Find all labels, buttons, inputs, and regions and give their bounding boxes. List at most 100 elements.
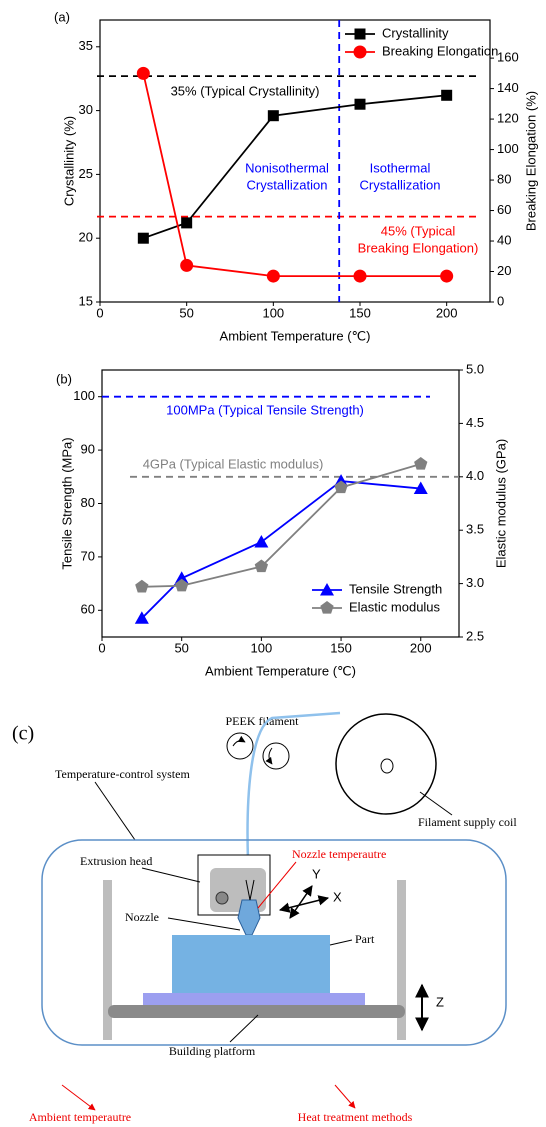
marker <box>254 559 269 573</box>
roller <box>226 732 254 760</box>
marker <box>353 269 367 283</box>
roller-arrow <box>265 747 273 765</box>
annotation: 45% (Typical <box>381 223 456 238</box>
x-axis-title: Ambient Temperature (℃) <box>220 328 371 343</box>
marker <box>267 110 279 122</box>
x-axis-title: Ambient Temperature (℃) <box>205 663 356 678</box>
legend-label: Breaking Elongation <box>382 43 498 58</box>
y2-tick-label: 2.5 <box>466 628 484 643</box>
y-tick-label: 100 <box>73 388 95 403</box>
y2-tick-label: 5.0 <box>466 361 484 376</box>
roller <box>262 742 290 770</box>
y2-tick-label: 80 <box>497 171 511 186</box>
panel-label: (a) <box>54 9 70 24</box>
y2-axis-title: Elastic modulus (GPa) <box>493 439 508 568</box>
marker <box>441 89 453 101</box>
marker <box>413 481 428 495</box>
y2-tick-label: 120 <box>497 111 519 126</box>
annotation: Crystallization <box>247 177 328 192</box>
y2-tick-label: 0 <box>497 293 504 308</box>
nozzle <box>237 899 261 936</box>
legend-label: Crystallinity <box>382 25 449 40</box>
annotation: Breaking Elongation) <box>358 240 479 255</box>
y-tick-label: 20 <box>79 230 93 245</box>
roller-arrow <box>232 735 246 747</box>
y2-tick-label: 3.5 <box>466 522 484 537</box>
marker <box>334 480 348 494</box>
series-line <box>141 480 421 619</box>
legend-label: Elastic modulus <box>349 599 441 614</box>
axis-y-arrow <box>289 885 313 919</box>
marker <box>266 269 280 283</box>
annotation: Nonisothermal <box>245 160 329 175</box>
legend-marker <box>354 28 366 40</box>
annotation: 35% (Typical Crystallinity) <box>171 83 320 98</box>
leader <box>257 861 297 909</box>
label: Heat treatment methods <box>298 1110 413 1124</box>
x-tick-label: 0 <box>98 640 105 655</box>
label: Nozzle <box>125 910 159 924</box>
annotation: Crystallization <box>360 177 441 192</box>
plot-frame <box>99 19 491 303</box>
label: Filament supply coil <box>418 815 517 829</box>
chart: (b) 0 50 100 150 200 60 70 80 90 100 2.5 3.0 3.5 4.0 4.… <box>56 361 508 678</box>
platform-top <box>143 993 365 1005</box>
label: Part <box>355 932 375 946</box>
marker <box>180 258 194 272</box>
y-tick-label: 30 <box>79 102 93 117</box>
chamber <box>41 839 507 1046</box>
annotation: Isothermal <box>370 160 431 175</box>
leader <box>94 781 136 841</box>
post <box>103 880 112 1040</box>
marker <box>175 578 189 592</box>
legend-marker <box>320 583 334 596</box>
sensor <box>215 891 229 905</box>
x-tick-label: 50 <box>179 305 193 320</box>
y2-tick-label: 4.0 <box>466 468 484 483</box>
leader <box>141 867 201 883</box>
leader <box>419 791 453 816</box>
label: Z <box>436 994 444 1009</box>
marker <box>414 456 428 470</box>
marker <box>254 534 269 548</box>
label: Extrusion head <box>80 854 152 868</box>
y-tick-label: 70 <box>81 548 95 563</box>
marker <box>135 579 149 593</box>
filament-guide <box>249 879 255 901</box>
y-tick-label: 25 <box>79 166 93 181</box>
y2-axis-title: Breaking Elongation (%) <box>523 91 538 231</box>
marker <box>354 98 366 110</box>
coil-hub <box>380 758 394 774</box>
legend-marker <box>353 45 367 59</box>
marker <box>136 66 150 80</box>
marker <box>174 571 189 584</box>
x-tick-label: 200 <box>410 640 432 655</box>
legend-label: Tensile Strength <box>349 581 442 596</box>
marker <box>181 217 193 229</box>
label: Ambient temperautre <box>29 1110 131 1124</box>
chart: (a) 0 50 100 150 200 15 20 25 30 35 0 20 40 60 80 100 120… <box>54 9 538 343</box>
y2-tick-label: 140 <box>497 80 519 95</box>
diagram: (c) PEEK filament Filament supply coil T… <box>12 711 517 1124</box>
y2-tick-label: 60 <box>497 202 511 217</box>
label: X <box>333 889 342 904</box>
x-tick-label: 150 <box>349 305 371 320</box>
panel-label: (b) <box>56 371 72 386</box>
label: Nozzle temperautre <box>292 847 386 861</box>
y2-tick-label: 100 <box>497 141 519 156</box>
x-tick-label: 200 <box>436 305 458 320</box>
platform <box>108 1005 405 1018</box>
y-tick-label: 35 <box>79 38 93 53</box>
y2-tick-label: 160 <box>497 50 519 65</box>
label: Building platform <box>169 1044 256 1058</box>
y-tick-label: 15 <box>79 293 93 308</box>
y2-tick-label: 40 <box>497 232 511 247</box>
x-tick-label: 0 <box>96 305 103 320</box>
y-tick-label: 90 <box>81 442 95 457</box>
marker <box>440 269 454 283</box>
post <box>397 880 406 1040</box>
series-line <box>141 463 422 588</box>
y-tick-label: 60 <box>81 602 95 617</box>
y2-tick-label: 3.0 <box>466 575 484 590</box>
